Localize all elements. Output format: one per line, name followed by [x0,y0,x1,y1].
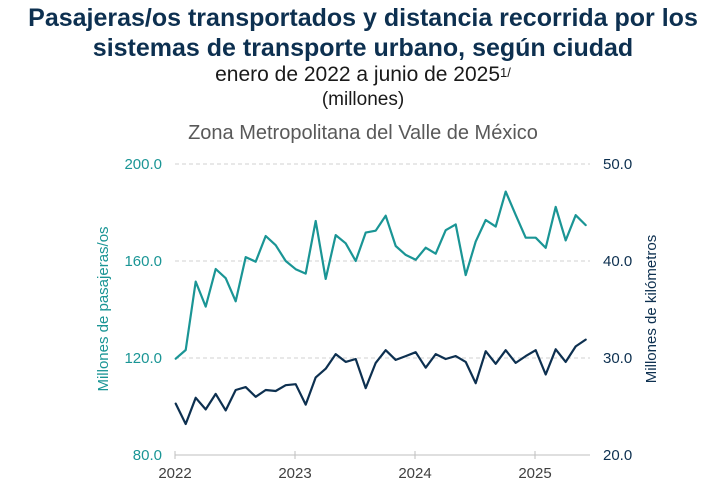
footnote-marker: 1/ [500,65,511,80]
chart-title-line1: Pasajeras/os transportados y distancia r… [28,4,698,32]
city-title: Zona Metropolitana del Valle de México [188,122,538,144]
subtitle-text: enero de 2022 a junio de 2025 [215,63,501,86]
units-label: (millones) [321,89,405,110]
chart-title-line2: sistemas de transporte urbano, según ciu… [92,34,634,62]
y-right-tick-label: 40.0 [603,253,632,270]
y-right-tick-label: 50.0 [603,156,632,173]
y-right-tick-label: 20.0 [603,447,632,464]
series-lines [174,190,587,426]
x-tick-label: 2024 [398,465,431,482]
gridlines [175,163,590,359]
y-right-tick-label: 30.0 [603,350,632,367]
y-left-tick-label: 80.0 [133,447,162,464]
series-line-pasajeros [174,190,587,360]
x-tick-label: 2022 [158,465,191,482]
series-line-kilometros [174,338,587,426]
y-left-tick-label: 120.0 [124,350,162,367]
y-axis-left-title: Millones de pasajeras/os [95,226,112,391]
y-axis-right-title: Millones de kilómetros [643,235,660,383]
y-axis-left: 80.0 120.0 160.0 200.0 [124,156,162,464]
y-left-tick-label: 160.0 [124,253,162,270]
x-tick-label: 2023 [278,465,311,482]
chart-subtitle: enero de 2022 a junio de 20251/ [0,63,726,87]
x-axis: 2022 2023 2024 2025 [158,451,590,482]
y-left-tick-label: 200.0 [124,156,162,173]
y-axis-right: 20.0 30.0 40.0 50.0 [603,156,632,464]
x-tick-label: 2025 [518,465,551,482]
